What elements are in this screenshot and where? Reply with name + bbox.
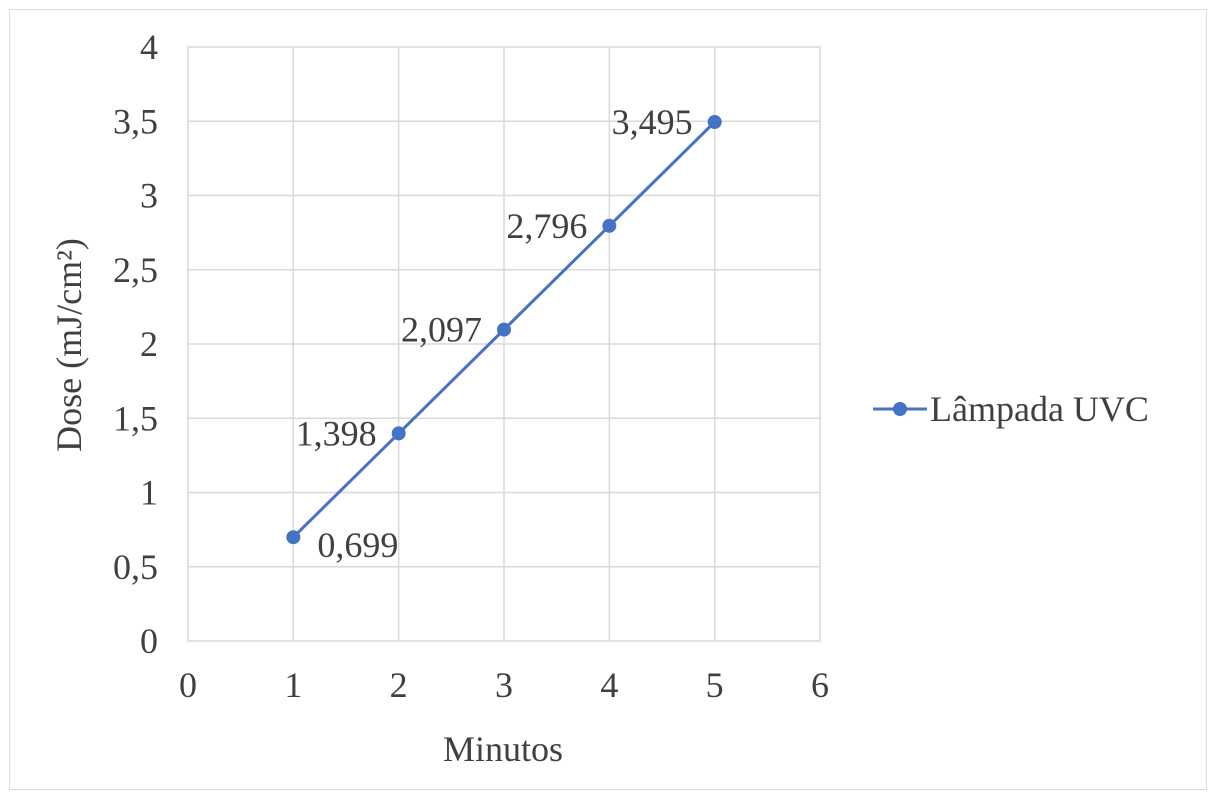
data-label: 0,699 [317,525,398,565]
grid-layer [187,46,821,642]
data-point [391,426,406,441]
y-tick-label: 1,5 [113,398,158,438]
x-tick-label: 4 [600,665,618,705]
x-tick-label: 0 [179,665,197,705]
x-tick-label: 6 [811,665,829,705]
legend-point-marker [893,402,907,416]
x-axis-title: Minutos [443,729,563,769]
y-tick-label: 0,5 [113,547,158,587]
series-layer [286,114,722,545]
y-tick-label: 4 [140,27,158,67]
x-tick-label: 3 [495,665,513,705]
label-layer: 0,699 1,398 2,097 2,796 3,495 [296,102,693,565]
data-point [707,114,722,129]
y-tick-label: 0 [140,621,158,661]
x-tick-label: 1 [284,665,302,705]
data-point [286,530,301,545]
data-label: 2,097 [401,310,482,350]
data-label: 3,495 [612,102,693,142]
y-tick-label: 1 [140,473,158,513]
data-label: 1,398 [296,413,377,453]
y-tick-label: 3,5 [113,101,158,141]
y-tick-label: 2 [140,324,158,364]
x-tick-label: 5 [706,665,724,705]
y-axis-title: Dose (mJ/cm²) [49,238,89,452]
data-point [497,322,511,337]
y-tick-label: 2,5 [113,250,158,290]
legend-label: Lâmpada UVC [930,389,1149,429]
legend: Lâmpada UVC [873,389,1149,429]
data-label: 2,796 [506,206,587,246]
data-point [602,218,617,233]
y-tick-label: 3 [140,176,158,216]
axis-layer: 0 0,5 1 1,5 2 2,5 3 3,5 4 0 1 2 3 4 5 6 [113,27,829,705]
x-tick-label: 2 [390,665,408,705]
chart-frame [9,9,1207,790]
